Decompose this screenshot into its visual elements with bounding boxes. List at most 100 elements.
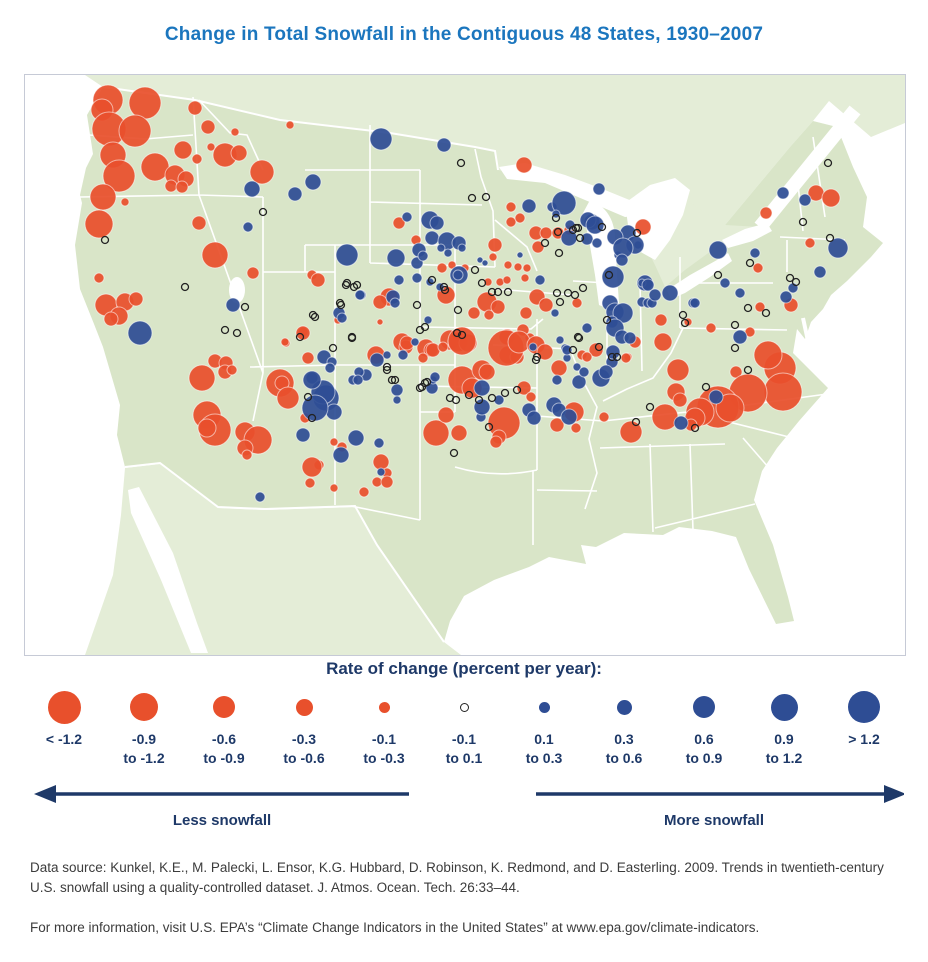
station-dot-increase	[585, 215, 605, 235]
station-dot-increase	[661, 284, 679, 302]
station-dot-near_zero	[761, 308, 771, 318]
station-dot-decrease	[705, 322, 717, 334]
station-dot-decrease	[118, 114, 152, 148]
station-dot-near_zero	[531, 355, 541, 365]
station-dot-near_zero	[484, 422, 494, 432]
station-dot-near_zero	[554, 248, 564, 258]
st-lawrence-river	[754, 105, 861, 232]
station-dot-decrease	[301, 351, 315, 365]
station-dot-near_zero	[701, 382, 711, 392]
station-dot-increase	[615, 253, 629, 267]
station-dot-decrease	[84, 209, 114, 239]
station-dot-increase	[561, 344, 573, 356]
legend-range-label: 0.6 to 0.9	[685, 731, 723, 766]
legend-circle-box	[213, 688, 235, 726]
station-dot-near_zero	[678, 310, 688, 320]
station-dot-decrease	[483, 309, 495, 321]
legend-circle-red	[295, 698, 313, 716]
station-dot-decrease	[173, 140, 193, 160]
station-dot-increase	[551, 190, 577, 216]
station-dot-near_zero	[573, 332, 583, 342]
station-dot-decrease	[128, 291, 144, 307]
station-dot-decrease	[437, 341, 449, 353]
station-dot-increase	[457, 243, 467, 253]
station-dot-increase	[601, 265, 625, 289]
station-dot-decrease	[588, 342, 604, 358]
station-dot-decrease	[550, 359, 568, 377]
station-dot-decrease	[763, 372, 803, 412]
station-dot-increase	[493, 394, 505, 406]
station-dot-increase	[648, 288, 662, 302]
station-dot-decrease	[490, 299, 506, 315]
station-dot-increase	[390, 383, 404, 397]
station-dot-increase	[572, 362, 582, 372]
station-dot-increase	[424, 230, 440, 246]
legend-circle-blue	[770, 693, 798, 721]
station-dot-near_zero	[578, 283, 588, 293]
station-dot-increase	[352, 374, 364, 386]
station-dot-decrease	[666, 358, 690, 382]
station-dot-near_zero	[690, 423, 700, 433]
station-dot-increase	[242, 221, 254, 233]
station-dot-near_zero	[412, 300, 422, 310]
lake-superior	[499, 163, 643, 217]
station-dot-near_zero	[220, 325, 230, 335]
legend-range-label: -0.6 to -0.9	[203, 731, 245, 766]
station-dot-near_zero	[743, 303, 753, 313]
station-dot-increase	[347, 429, 365, 447]
station-dot-near_zero	[382, 362, 392, 372]
legend-circle-blue	[693, 696, 715, 718]
station-dot-increase	[581, 322, 593, 334]
station-dot-near_zero	[825, 233, 835, 243]
chesapeake-bay	[801, 317, 813, 356]
station-dot-near_zero	[474, 395, 484, 405]
station-dot-near_zero	[487, 287, 497, 297]
station-dot-decrease	[571, 297, 583, 309]
station-dot-decrease	[201, 241, 229, 269]
station-dot-near_zero	[303, 392, 313, 402]
station-dot-increase	[481, 259, 489, 267]
station-dot-decrease	[89, 183, 117, 211]
legend-items: < -1.2 -0.9 to -1.2 -0.6 to -0.9 -0.3 to -0.6 -…	[24, 688, 904, 768]
station-dot-increase	[429, 215, 445, 231]
station-dot-near_zero	[823, 158, 833, 168]
station-dot-near_zero	[791, 277, 801, 287]
legend-circle-box	[130, 688, 158, 726]
legend-item-9: 0.9 to 1.2	[744, 688, 824, 768]
station-dot-near_zero	[390, 375, 400, 385]
station-dot-decrease	[422, 419, 450, 447]
station-dot-near_zero	[645, 402, 655, 412]
station-dot-decrease	[230, 144, 248, 162]
station-dot-near_zero	[464, 390, 474, 400]
station-dot-decrease	[230, 127, 240, 137]
legend: Rate of change (percent per year): < -1.…	[24, 659, 904, 768]
station-dot-decrease	[651, 403, 679, 431]
station-dot-decrease	[520, 273, 530, 283]
station-dot-increase	[302, 370, 322, 390]
station-dot-near_zero	[512, 385, 522, 395]
station-dot-near_zero	[308, 310, 318, 320]
station-dot-near_zero	[100, 235, 110, 245]
station-dot-increase	[779, 290, 793, 304]
legend-range-label: 0.9 to 1.2	[765, 731, 803, 766]
station-dot-decrease	[301, 456, 323, 478]
station-dot-near_zero	[555, 297, 565, 307]
station-dot-near_zero	[575, 233, 585, 243]
station-dot-near_zero	[387, 375, 397, 385]
station-dot-increase	[551, 374, 563, 386]
station-dot-near_zero	[607, 352, 617, 362]
station-dot-decrease	[191, 153, 203, 165]
station-dot-decrease	[467, 306, 481, 320]
station-dot-near_zero	[680, 318, 690, 328]
station-dot-near_zero	[568, 225, 578, 235]
station-dots-layer	[84, 84, 849, 503]
station-dot-near_zero	[477, 278, 487, 288]
station-dot-near_zero	[493, 287, 503, 297]
station-dot-increase	[332, 446, 350, 464]
station-dot-increase	[373, 437, 385, 449]
legend-circle-blue	[616, 699, 632, 715]
station-dot-near_zero	[500, 388, 510, 398]
station-dot-increase	[623, 331, 637, 345]
station-dot-near_zero	[540, 238, 550, 248]
station-dot-increase	[287, 186, 303, 202]
